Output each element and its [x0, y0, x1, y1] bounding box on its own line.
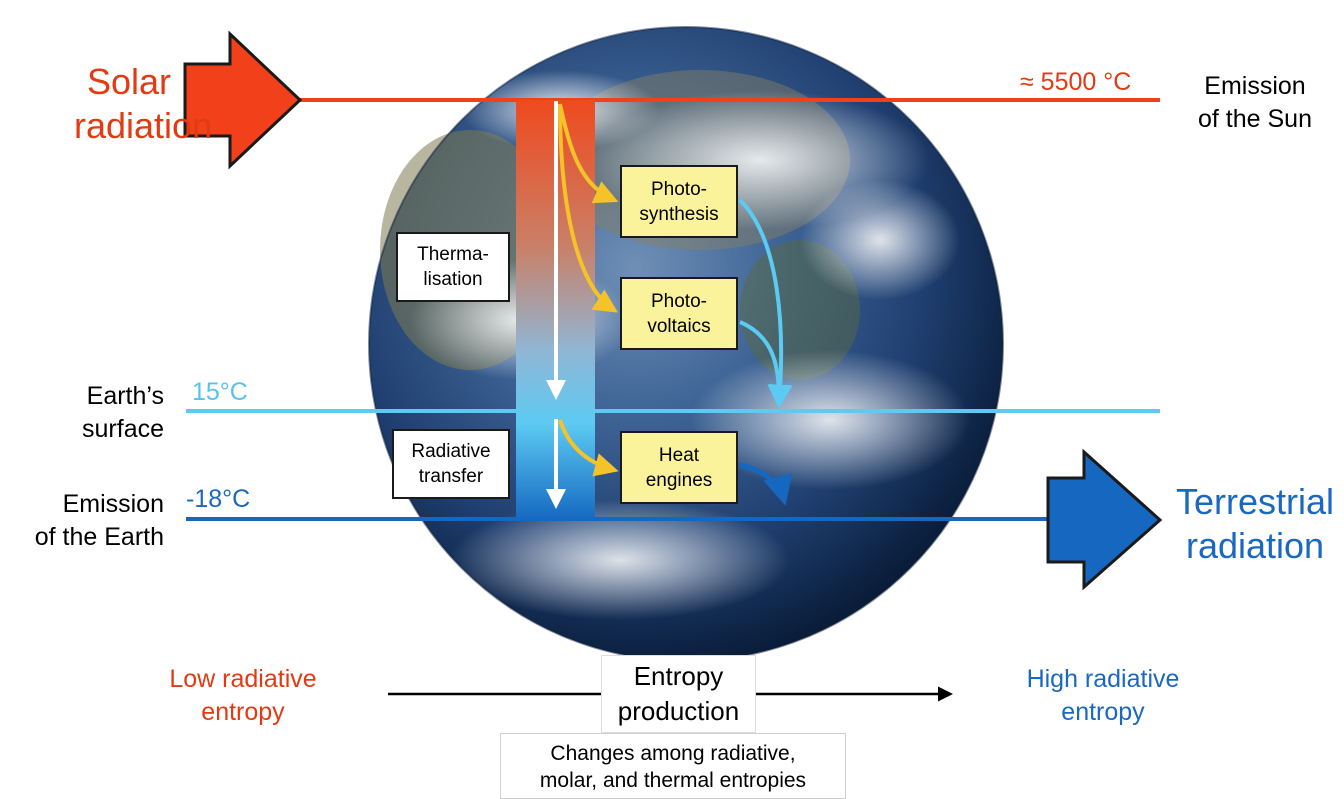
sun-emission-line1: Emission [1204, 72, 1306, 100]
earth-temperature: -18°C [186, 485, 251, 513]
photovoltaics-line1: Photo- [651, 290, 707, 312]
low-entropy-label: Low radiative entropy [130, 663, 356, 729]
photosynthesis-box: Photo- synthesis [620, 165, 738, 238]
earth-emission-label: Emission of the Earth [8, 488, 164, 554]
arrow-to-photosynthesis [558, 103, 619, 204]
low-entropy-line1: Low radiative [169, 665, 317, 693]
thermalisation-line2: lisation [423, 269, 483, 290]
entropy-production-line1: Entropy [633, 661, 724, 691]
heat-engines-line2: engines [645, 469, 713, 491]
radiative-transfer-line2: transfer [418, 466, 484, 487]
photovoltaics-line2: voltaics [647, 315, 711, 337]
thermalisation-line1: Therma- [417, 244, 489, 265]
surface-line2: surface [82, 415, 164, 443]
solar-radiation-line1: Solar [86, 61, 172, 102]
radiative-transfer-box: Radiative transfer [392, 429, 510, 499]
heat-engines-box: Heat engines [620, 431, 738, 504]
surface-line1: Earth’s [86, 382, 164, 410]
entropy-changes-note: Changes among radiative, molar, and ther… [500, 733, 846, 799]
entropy-changes-line1: Changes among radiative, [550, 742, 796, 765]
high-entropy-line2: entropy [1061, 698, 1145, 726]
terrestrial-line1: Terrestrial [1175, 481, 1335, 522]
entropy-production-label: Entropy production [601, 655, 756, 733]
radiative-transfer-line1: Radiative [411, 441, 491, 462]
surface-label: Earth’s surface [62, 380, 164, 446]
solar-radiation-line2: radiation [74, 105, 213, 146]
high-entropy-line1: High radiative [1026, 665, 1180, 693]
entropy-changes-line2: molar, and thermal entropies [539, 769, 807, 792]
arrow-to-heat-engines [558, 419, 619, 477]
heat-engines-line1: Heat [658, 444, 700, 466]
photosynthesis-output-arrow [738, 198, 793, 409]
photosynthesis-line2: synthesis [639, 203, 719, 225]
sun-emission-label: Emission of the Sun [1180, 70, 1330, 136]
photovoltaics-box: Photo- voltaics [620, 277, 738, 350]
sun-emission-line2: of the Sun [1198, 105, 1312, 133]
earth-emission-line1: Emission [62, 490, 164, 518]
photosynthesis-line1: Photo- [651, 178, 707, 200]
sun-temperature: ≈ 5500 °C [1020, 68, 1132, 96]
terrestrial-line2: radiation [1185, 525, 1325, 566]
terrestrial-radiation-arrow [1046, 448, 1163, 591]
high-entropy-label: High radiative entropy [990, 663, 1216, 729]
photovoltaics-output-arrow [739, 320, 792, 409]
arrow-to-photovoltaics [558, 103, 619, 313]
low-entropy-line2: entropy [201, 698, 285, 726]
earth-emission-line2: of the Earth [34, 523, 164, 551]
entropy-production-line2: production [617, 696, 740, 726]
thermalisation-box: Therma- lisation [396, 232, 510, 302]
surface-temperature: 15°C [192, 378, 248, 406]
heat-engines-output-arrow [739, 462, 793, 506]
solar-radiation-label: Solar radiation [74, 60, 213, 148]
terrestrial-radiation-label: Terrestrial radiation [1166, 480, 1344, 568]
solar-radiation-arrow [183, 30, 303, 170]
